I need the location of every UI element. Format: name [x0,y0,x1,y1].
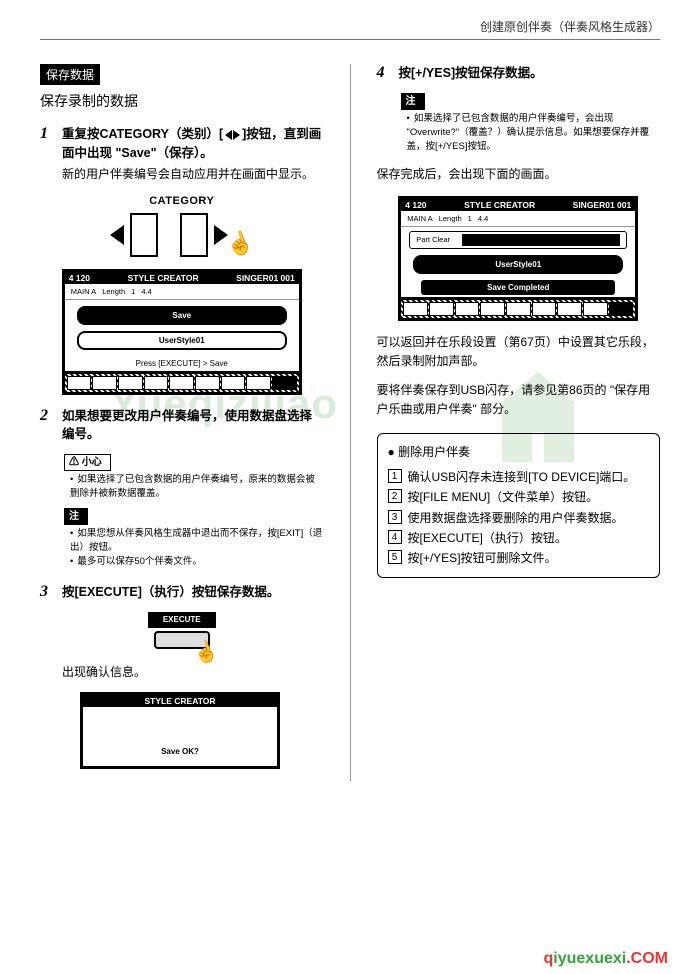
category-label: CATEGORY [40,195,324,207]
category-button-right[interactable] [180,213,208,257]
subhead: 保存录制的数据 [40,91,324,111]
box-heading: 删除用户伴奏 [398,445,470,459]
page-header: 创建原创伴奏（伴奏风格生成器） [40,18,660,40]
lcd-screen-confirm: STYLE CREATOR Save OK? [80,692,280,769]
hint-note: 注 如果您想从伴奏风格生成器中退出而不保存，按[EXIT]（退出）按钮。 最多可… [64,508,324,570]
step-text: 新的用户伴奏编号会自动应用并在画面中显示。 [62,165,324,183]
execute-button[interactable]: ☝ [154,631,210,649]
note-header: 注 [64,508,88,525]
step-num: 1 [40,125,54,183]
step-1: 1 重复按CATEGORY（类别）[]按钮，直到画面中出现 "Save"（保存）… [40,125,324,183]
lcd-screen-2: 4 120 STYLE CREATOR SINGER01 001 MAIN A … [398,196,638,321]
step-num: 4 [377,64,391,85]
lcd-screen-1: 4 120 STYLE CREATOR SINGER01 001 MAIN A … [62,269,302,395]
step-title: 如果想要更改用户伴奏编号，使用数据盘选择编号。 [62,407,324,445]
step-num: 2 [40,407,54,447]
step-title: 按[+/YES]按钮保存数据。 [399,64,661,83]
lcd-msg: Press [EXECUTE] > Save [65,356,299,371]
lcd-field-save: Save [77,306,287,325]
lcd-msg: Save Completed [421,280,615,295]
warning-note: ⚠ 小心 如果选择了已包含数据的用户伴奏编号，原来的数据会被删除并被新数据覆盖。 [64,454,324,502]
hint-note-right: 注 如果选择了已包含数据的用户伴奏编号，会出现 "Overwrite?"（覆盖？… [401,93,661,155]
step-3: 3 按[EXECUTE]（执行）按钮保存数据。 [40,583,324,604]
section-header: 保存数据 [40,64,100,85]
execute-diagram: EXECUTE ☝ [40,612,324,649]
breadcrumb: 创建原创伴奏（伴奏风格生成器） [480,20,660,34]
paragraph-return: 可以返回并在乐段设置（第67页）中设置其它乐段，然后录制附加声部。 [377,333,661,371]
right-column: 4 按[+/YES]按钮保存数据。 注 如果选择了已包含数据的用户伴奏编号，会出… [377,64,661,781]
left-column: 保存数据 保存录制的数据 1 重复按CATEGORY（类别）[]按钮，直到画面中… [40,64,324,781]
lcd-field-style: UserStyle01 [413,255,623,274]
category-diagram: CATEGORY ☝ [40,195,324,257]
left-right-arrow-icon [225,130,240,140]
column-divider [350,64,351,781]
step-title: 按[EXECUTE]（执行）按钮保存数据。 [62,583,324,602]
footer-watermark: qiyuexuexi.COM [544,950,669,968]
step-num: 3 [40,583,54,604]
delete-user-style-box: ● 删除用户伴奏 1确认USB闪存未连接到[TO DEVICE]端口。 2按[F… [377,433,661,577]
step-4: 4 按[+/YES]按钮保存数据。 [377,64,661,85]
triangle-left-icon [110,225,124,245]
category-button-left[interactable] [130,213,158,257]
lcd-field-style: UserStyle01 [77,331,287,350]
note-header: 注 [401,93,425,110]
execute-label: EXECUTE [148,612,216,628]
step-title: 重复按CATEGORY（类别）[]按钮，直到画面中出现 "Save"（保存）。 [62,125,324,163]
step-2: 2 如果想要更改用户伴奏编号，使用数据盘选择编号。 [40,407,324,447]
note-header: ⚠ 小心 [64,454,111,471]
paragraph-after: 保存完成后，会出现下面的画面。 [377,165,661,184]
confirm-text: 出现确认信息。 [62,663,324,680]
paragraph-usb: 要将伴奏保存到USB闪存，请参见第86页的 "保存用户乐曲或用户伴奏" 部分。 [377,381,661,419]
